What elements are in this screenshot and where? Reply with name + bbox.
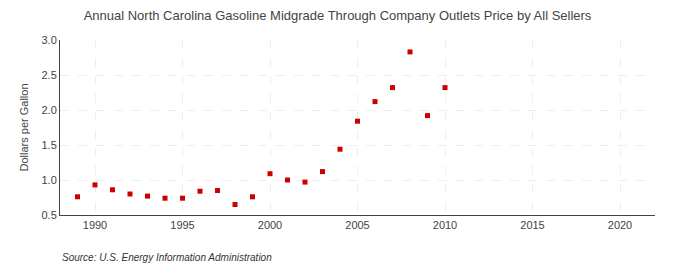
svg-text:Dollars per Gallon: Dollars per Gallon (18, 83, 30, 171)
svg-text:2010: 2010 (433, 219, 457, 231)
svg-text:2000: 2000 (258, 219, 282, 231)
svg-text:0.5: 0.5 (42, 209, 57, 221)
svg-text:2005: 2005 (345, 219, 369, 231)
svg-text:2.0: 2.0 (42, 104, 57, 116)
svg-text:Annual North Carolina Gasoline: Annual North Carolina Gasoline Midgrade … (84, 8, 592, 23)
svg-text:1995: 1995 (170, 219, 194, 231)
svg-text:Source: U.S. Energy Informatio: Source: U.S. Energy Information Administ… (62, 252, 272, 263)
svg-text:2020: 2020 (608, 219, 632, 231)
svg-text:2.5: 2.5 (42, 69, 57, 81)
svg-text:2015: 2015 (520, 219, 544, 231)
svg-text:1.0: 1.0 (42, 174, 57, 186)
svg-text:1990: 1990 (83, 219, 107, 231)
svg-text:3.0: 3.0 (42, 34, 57, 46)
svg-text:1.5: 1.5 (42, 139, 57, 151)
